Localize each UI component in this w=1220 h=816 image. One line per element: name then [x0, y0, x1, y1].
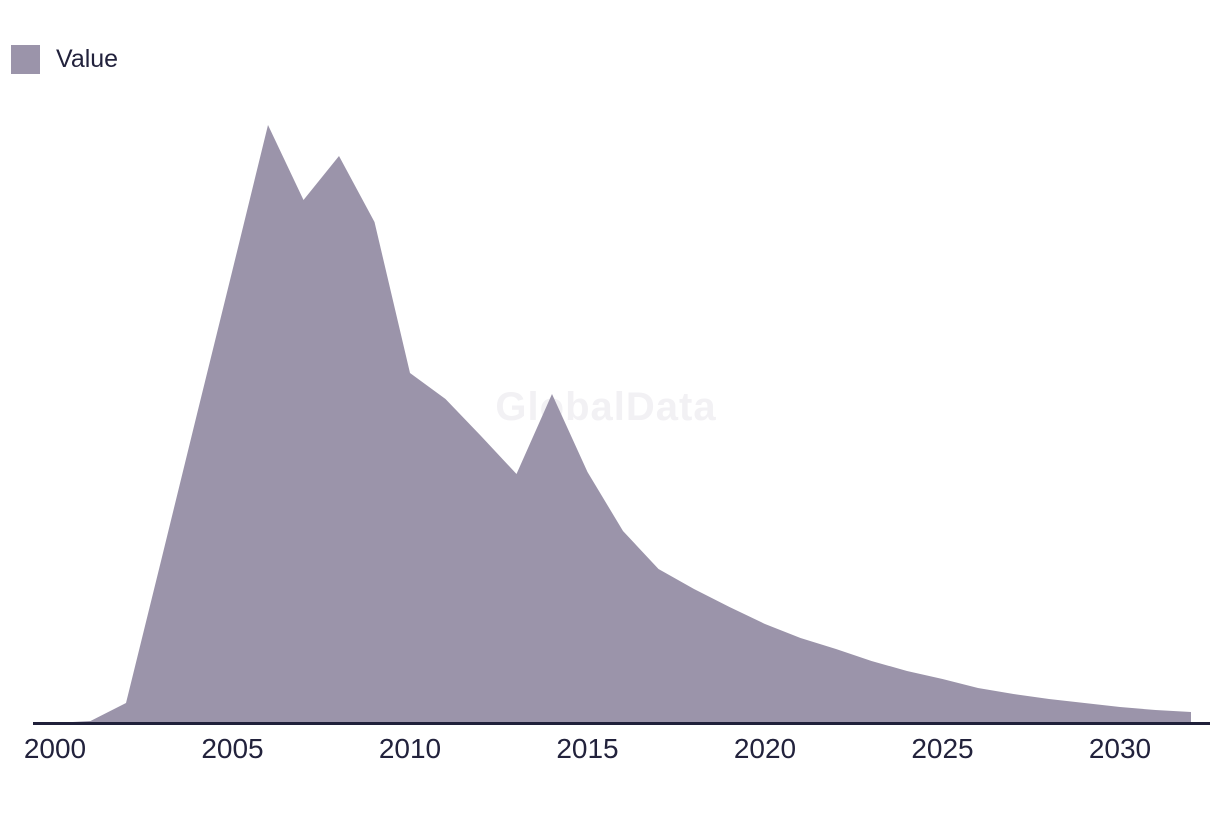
legend-swatch-icon — [11, 45, 40, 74]
x-tick-label: 2025 — [911, 733, 973, 764]
x-tick-label: 2030 — [1089, 733, 1151, 764]
x-axis-ticks: 2000 2005 2010 2015 2020 2025 2030 — [24, 733, 1151, 764]
watermark-text: GlobalData — [495, 385, 716, 429]
area-series-value — [55, 125, 1191, 723]
x-tick-label: 2015 — [556, 733, 618, 764]
legend-label: Value — [56, 45, 119, 73]
x-tick-label: 2005 — [201, 733, 263, 764]
legend-item-value[interactable]: Value — [11, 45, 118, 74]
legend: Value — [11, 45, 118, 74]
x-axis-line — [33, 722, 1210, 725]
x-tick-label: 2010 — [379, 733, 441, 764]
x-tick-label: 2020 — [734, 733, 796, 764]
x-tick-label: 2000 — [24, 733, 86, 764]
